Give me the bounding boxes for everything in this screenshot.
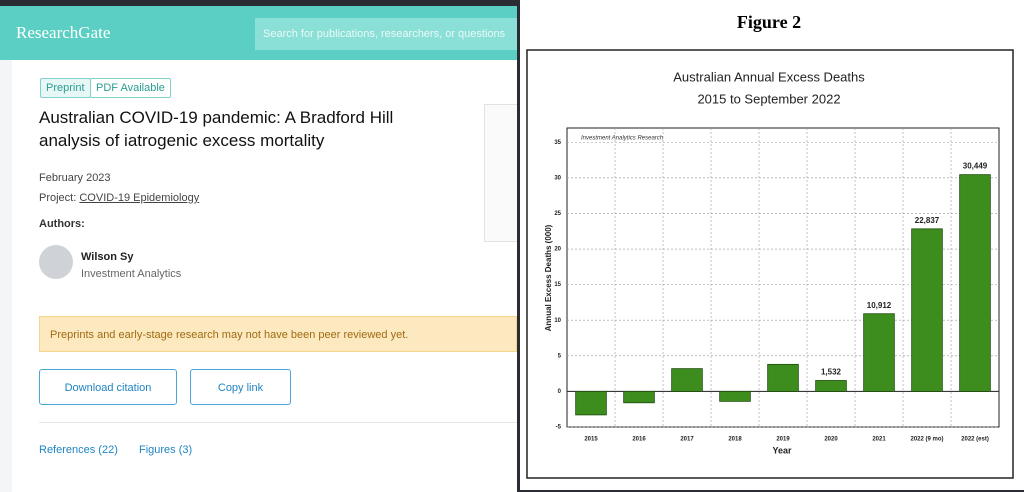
figure: Figure 2 Australian Annual Excess Deaths… [520, 0, 1024, 490]
bar [575, 391, 607, 416]
y-tick-label: 25 [554, 211, 561, 217]
data-label: 22,837 [915, 216, 940, 225]
notice: Preprints and early-stage research may n… [39, 316, 517, 352]
tab[interactable]: References (22) [39, 444, 118, 456]
author-affiliation: Investment Analytics [81, 268, 182, 280]
figure-label: Figure 2 [737, 12, 801, 32]
project-link[interactable]: COVID-19 Epidemiology [79, 192, 200, 204]
y-axis-label: Annual Excess Deaths (000) [544, 224, 553, 331]
separator [39, 422, 517, 423]
tab[interactable]: Figures (3) [139, 444, 193, 456]
pdf-thumbnail[interactable] [484, 104, 517, 242]
y-tick-label: 5 [558, 353, 562, 359]
copy-button[interactable]: Copy link [190, 369, 291, 405]
publication-title: Australian COVID-19 pandemic: A Bradford… [39, 108, 394, 150]
project: Project: COVID-19 Epidemiology [39, 192, 199, 204]
date: February 2023 [39, 172, 111, 184]
bar [671, 368, 703, 392]
avatar[interactable] [39, 245, 73, 279]
x-tick-label: 2018 [728, 437, 742, 443]
researchgate-page: ResearchGate Search for publications, re… [0, 6, 517, 492]
bar [719, 391, 751, 402]
x-axis-label: Year [772, 445, 792, 455]
x-tick-label: 2022 (est) [961, 437, 989, 443]
x-tick-label: 2022 (9 mo) [910, 437, 943, 443]
chart-subtitle: 2015 to September 2022 [697, 91, 840, 106]
y-tick-label: 15 [554, 282, 561, 288]
bar [767, 363, 799, 392]
author-name[interactable]: Wilson Sy [81, 251, 134, 263]
x-tick-label: 2021 [872, 437, 886, 443]
project-label: Project: [39, 192, 77, 204]
bar [623, 391, 655, 404]
header: ResearchGate Search for publications, re… [0, 6, 517, 60]
badge: Preprint [40, 78, 91, 98]
x-tick-label: 2017 [680, 437, 694, 443]
x-tick-label: 2015 [584, 437, 598, 443]
logo[interactable]: ResearchGate [16, 23, 111, 42]
bar [911, 228, 943, 392]
x-tick-label: 2016 [632, 437, 646, 443]
badge: PDF Available [90, 78, 171, 98]
x-tick-label: 2020 [824, 437, 838, 443]
x-tick-label: 2019 [776, 437, 790, 443]
annotation: Investment Analytics Research [581, 136, 664, 142]
authors-label: Authors: [39, 218, 85, 230]
bar [815, 380, 847, 392]
y-tick-label: -5 [556, 425, 562, 431]
bar [959, 174, 991, 392]
y-tick-label: 20 [554, 247, 561, 253]
publication-card: Preprint PDF Available Australian COVID-… [12, 60, 517, 492]
y-tick-label: 0 [558, 389, 562, 395]
chart-frame [526, 49, 1014, 479]
search-box[interactable]: Search for publications, researchers, or… [255, 18, 517, 50]
y-tick-label: 10 [554, 318, 561, 324]
data-label: 30,449 [963, 162, 988, 171]
y-tick-label: 30 [554, 175, 561, 181]
chart-title: Australian Annual Excess Deaths [673, 69, 865, 84]
data-label: 10,912 [867, 301, 892, 310]
y-tick-label: 35 [554, 140, 561, 146]
bar [863, 313, 895, 392]
download-button[interactable]: Download citation [39, 369, 177, 405]
data-label: 1,532 [821, 368, 842, 377]
